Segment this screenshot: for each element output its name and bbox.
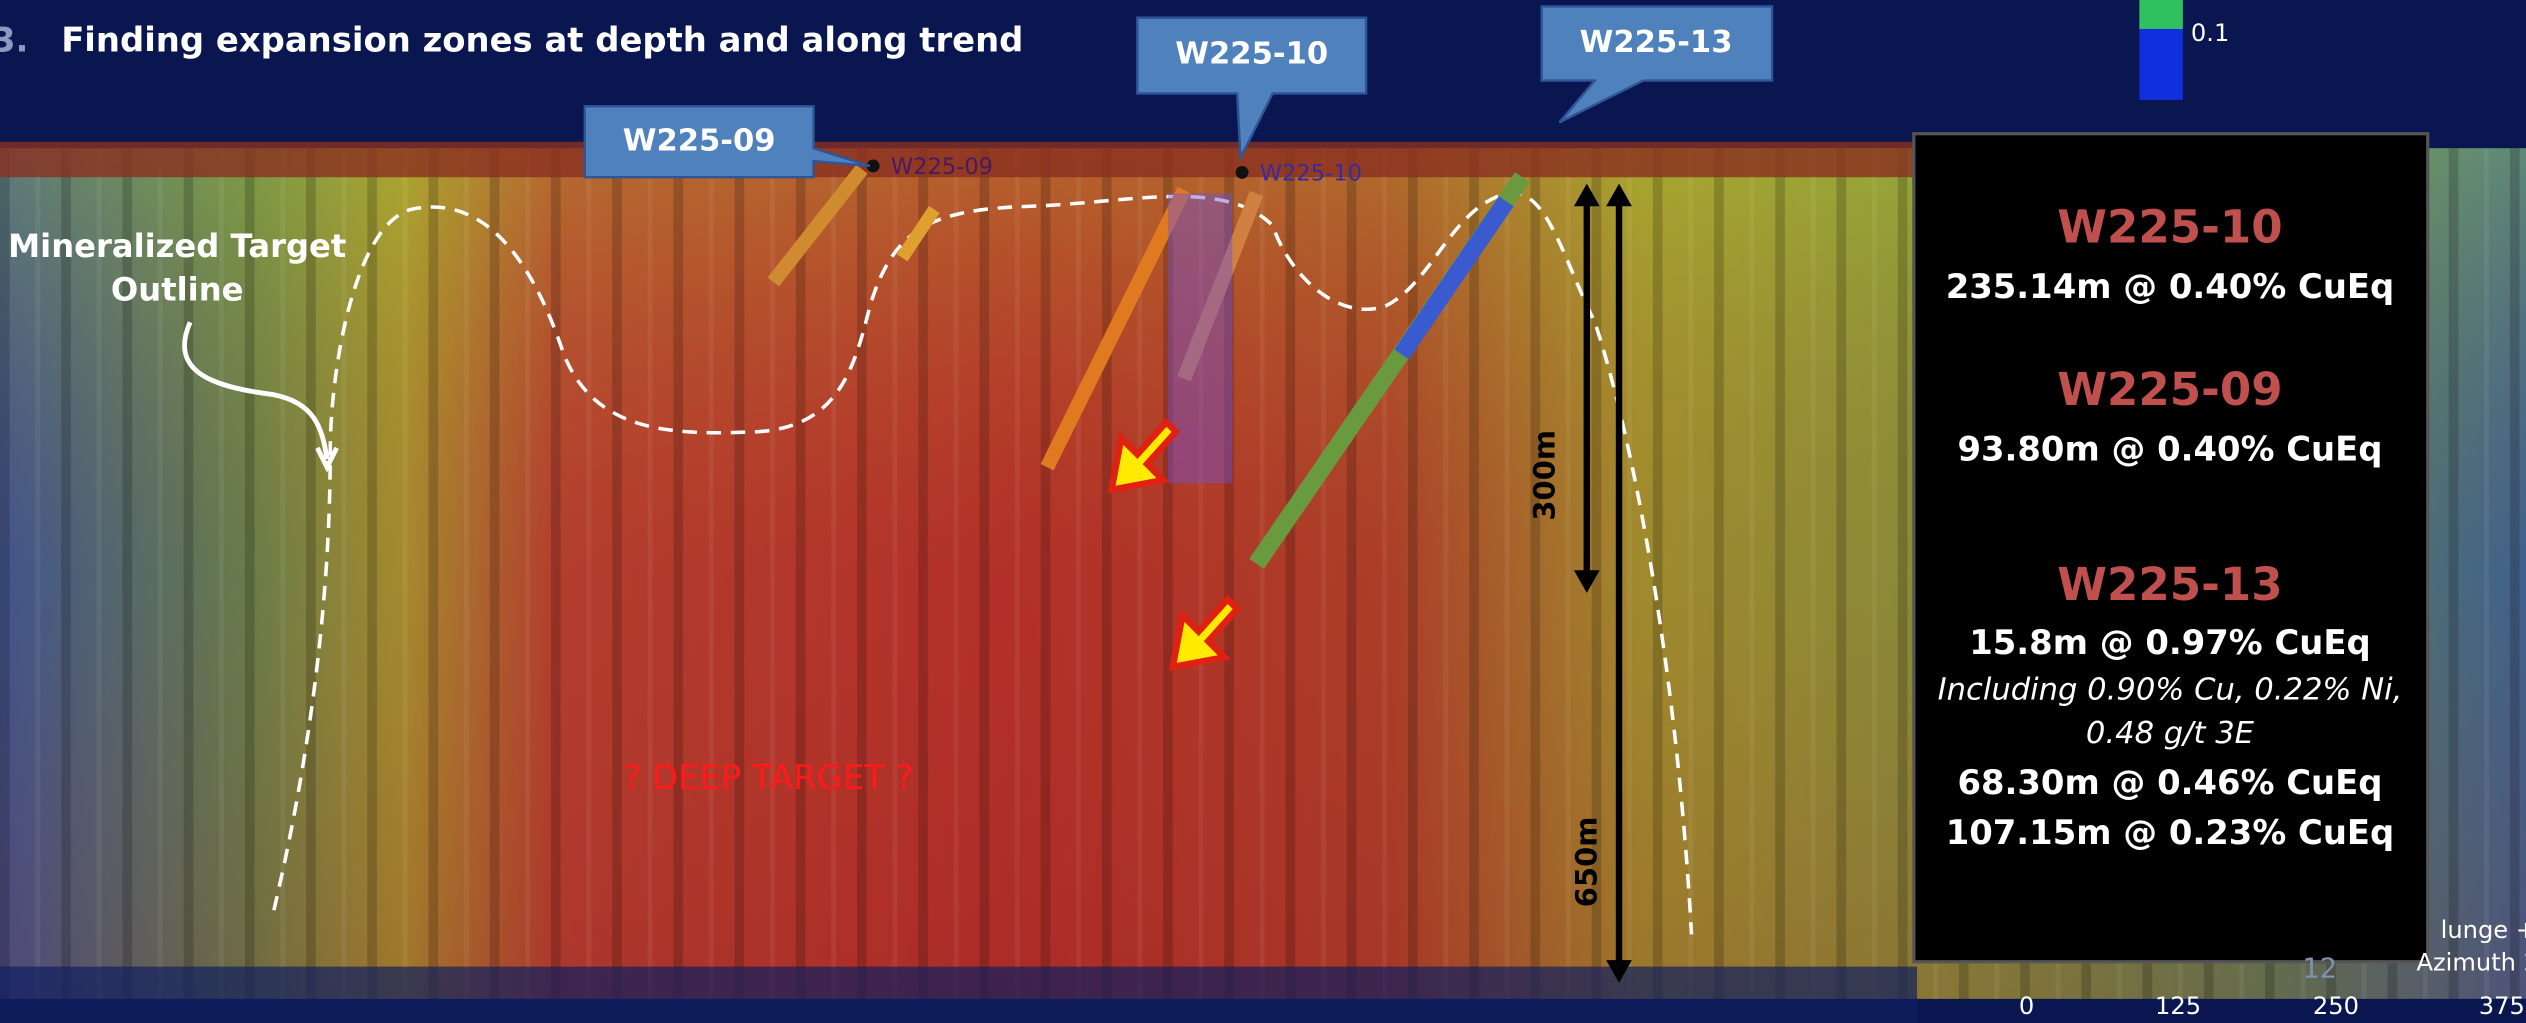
- outline-label: Outline: [111, 271, 244, 309]
- depth-bars: [1573, 183, 1632, 983]
- result-hole: W225-09: [2057, 363, 2282, 416]
- scale-tick-label: 375: [2479, 992, 2525, 1020]
- scale-tick-label: 0: [2019, 992, 2034, 1020]
- yellow-arrows: [1107, 417, 1242, 671]
- legend-swatch: [2139, 29, 2183, 100]
- hole-label: W225-10: [1260, 161, 1362, 187]
- result-interval: 68.30m @ 0.46% CuEq: [1957, 763, 2382, 802]
- view-number: 12: [2302, 953, 2337, 984]
- depth-label: 650m: [1569, 817, 1603, 908]
- callout-label: W225-09: [623, 123, 776, 158]
- callouts: [583, 5, 1774, 179]
- collar: [866, 159, 880, 173]
- result-interval: 107.15m @ 0.23% CuEq: [1946, 813, 2395, 852]
- outline-pointer: [182, 321, 330, 460]
- legend-label: 0.1: [2191, 19, 2229, 47]
- callout-label: W225-10: [1175, 36, 1328, 71]
- drillholes: [767, 164, 1530, 569]
- collar: [1235, 165, 1249, 179]
- callout-label: W225-13: [1580, 25, 1733, 60]
- outline-pointer: [315, 446, 339, 473]
- scale-tick-label: 125: [2155, 992, 2201, 1020]
- result-interval: 15.8m @ 0.97% CuEq: [1969, 623, 2370, 662]
- deep-target-label: ? DEEP TARGET ?: [623, 758, 913, 797]
- result-note: Including 0.90% Cu, 0.22% Ni,: [1938, 673, 2403, 708]
- scale-tick-label: 250: [2313, 992, 2359, 1020]
- view-azimuth: Azimuth 2: [2416, 948, 2526, 976]
- result-hole: W225-13: [2057, 558, 2282, 611]
- result-interval: 93.80m @ 0.40% CuEq: [1957, 430, 2382, 469]
- hole-label: W225-09: [891, 154, 993, 180]
- result-interval: 235.14m @ 0.40% CuEq: [1946, 267, 2395, 306]
- view-plunge: lunge +1: [2441, 916, 2526, 944]
- result-note: 0.48 g/t 3E: [2086, 716, 2255, 751]
- outline-label: Mineralized Target: [8, 227, 346, 265]
- section-number: 3.: [0, 20, 28, 59]
- slide-title: Finding expansion zones at depth and alo…: [61, 20, 1023, 59]
- depth-label: 300m: [1528, 430, 1562, 521]
- legend-swatch: [2139, 0, 2183, 30]
- results-panel: [1912, 132, 2430, 964]
- result-hole: W225-10: [2057, 200, 2282, 253]
